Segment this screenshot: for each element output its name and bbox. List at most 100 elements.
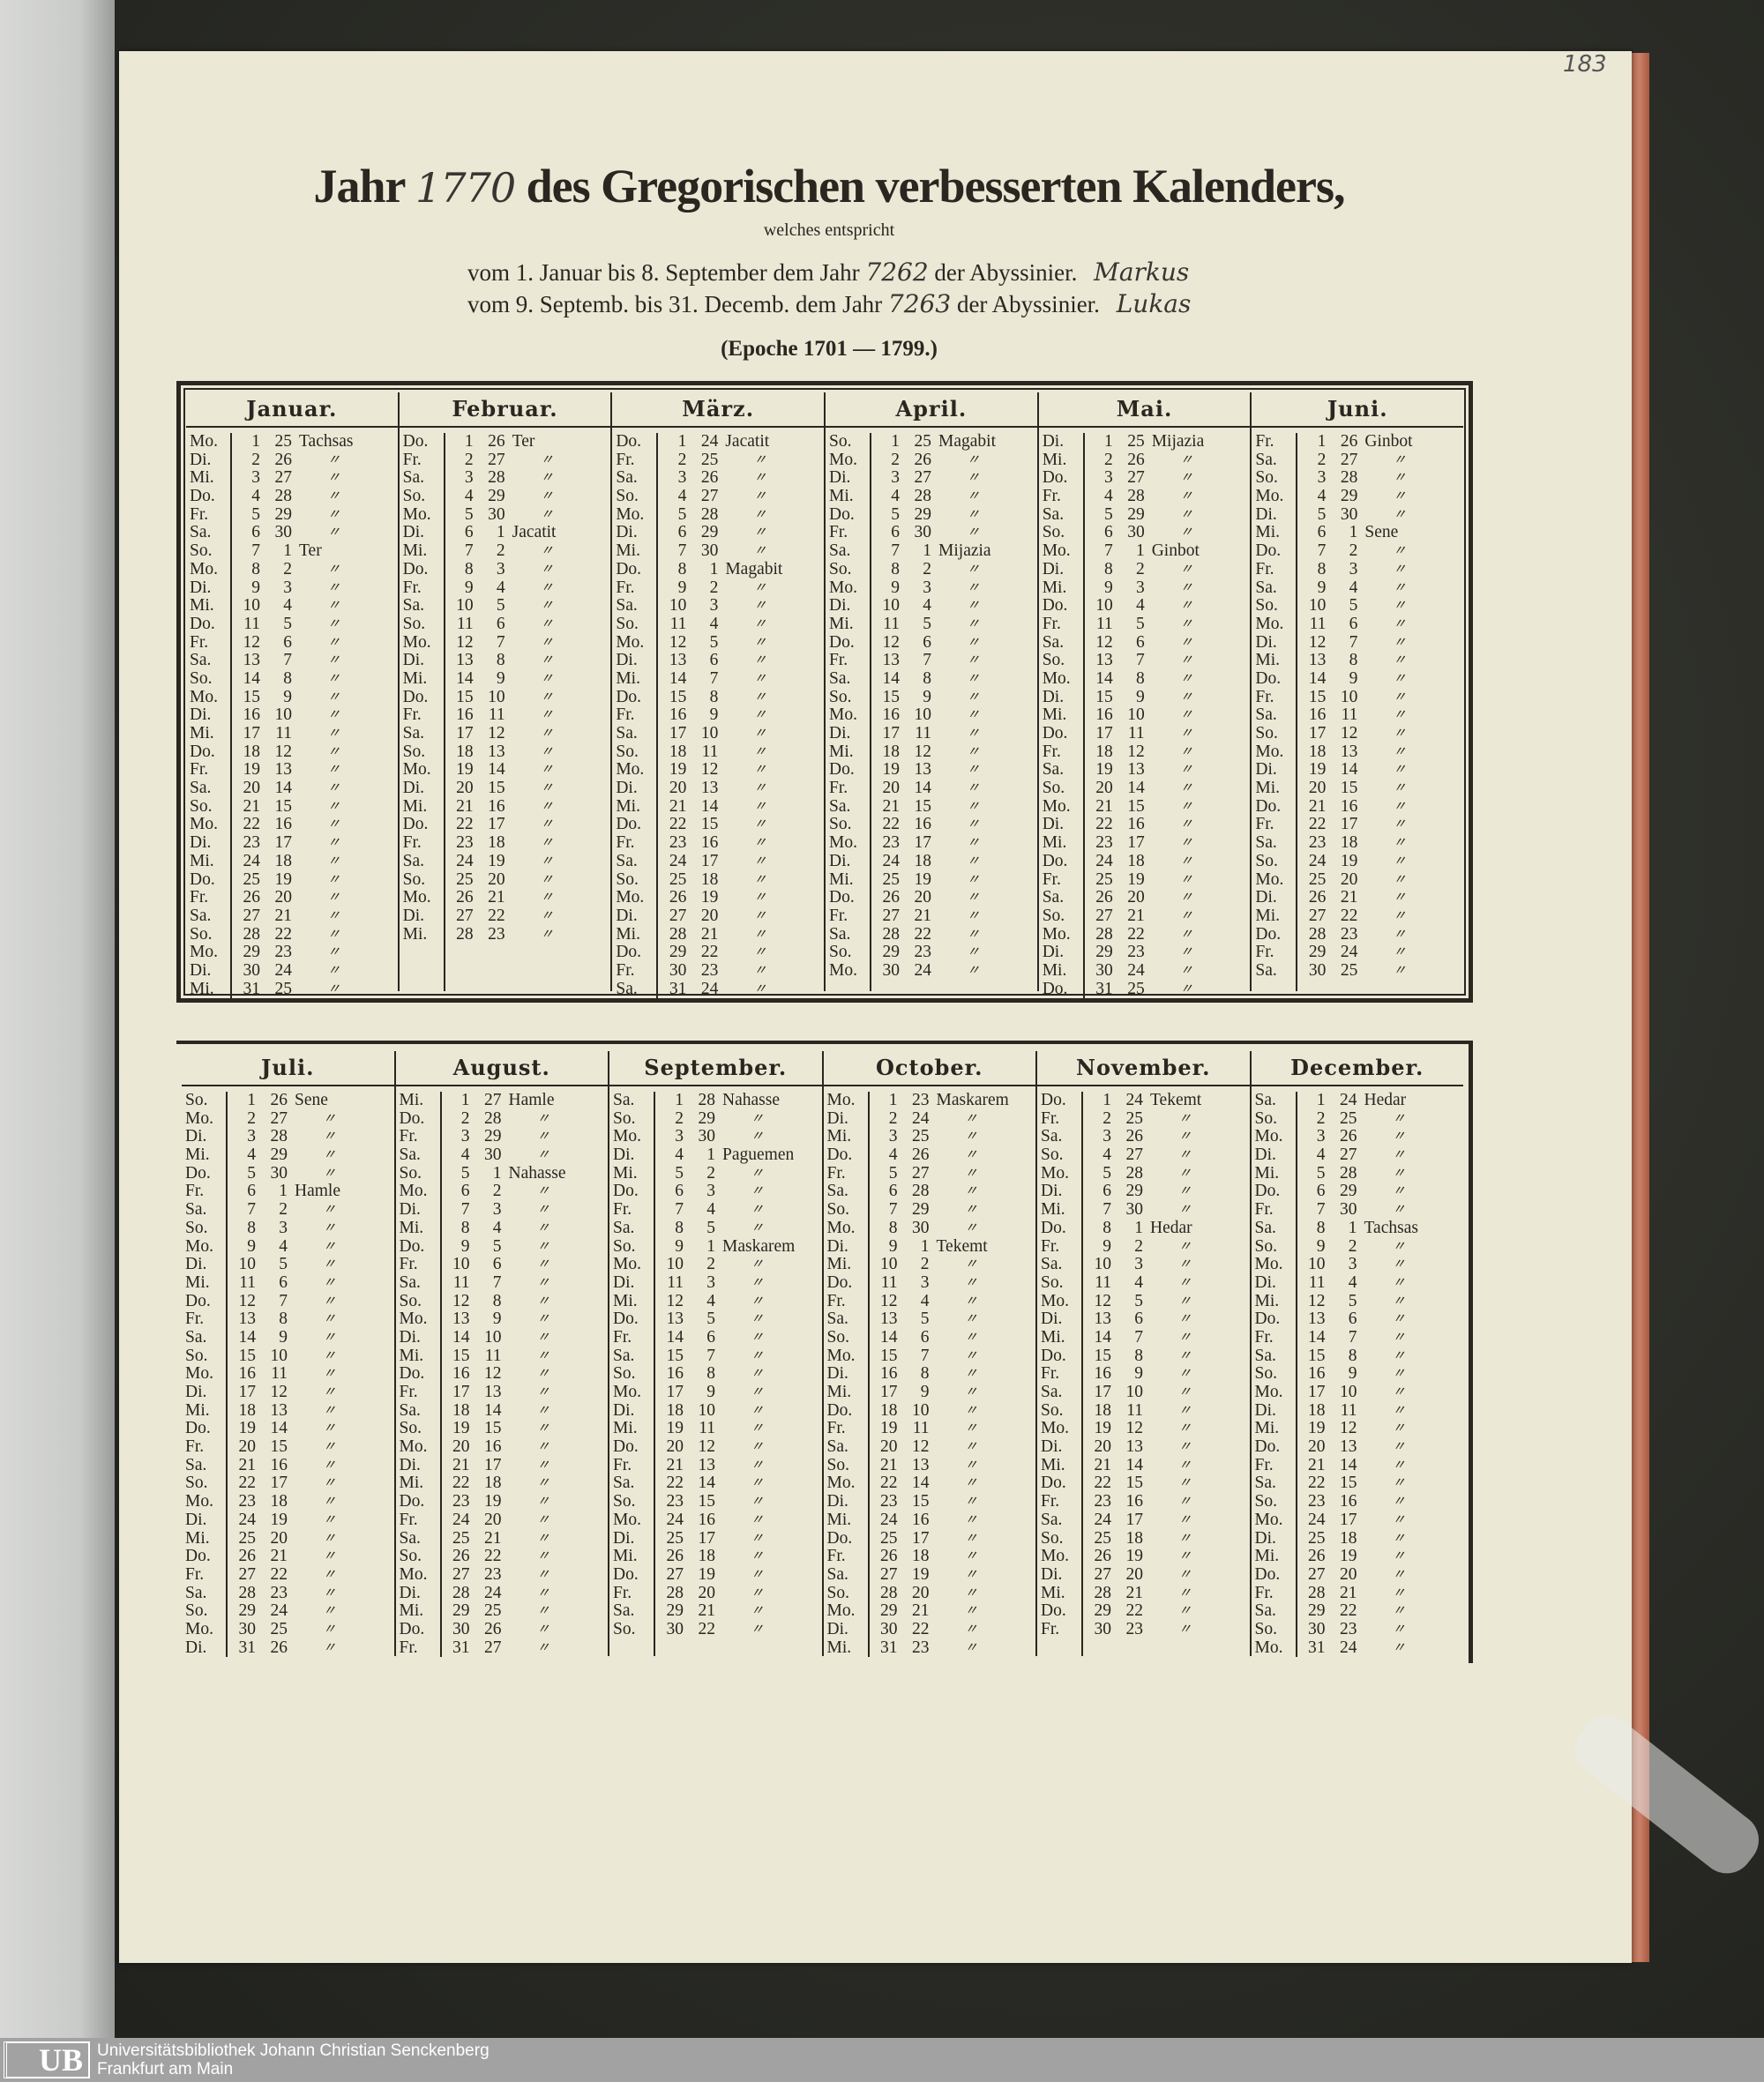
day-row: Di. 27 22 〃 [400, 907, 611, 926]
abyssinian-month: 〃 [1178, 1495, 1192, 1510]
gregorian-day: 27 [1308, 1564, 1326, 1584]
gregorian-day: 7 [460, 1200, 470, 1220]
abyssinian-month: 〃 [536, 1640, 550, 1655]
day-row: Mi. 29 25 〃 [396, 1602, 609, 1621]
abyssinian-month: 〃 [1392, 1440, 1406, 1455]
day-row: Mi. 11 5 〃 [826, 615, 1037, 634]
gregorian-day: 15 [452, 1346, 470, 1365]
weekday: So. [185, 1601, 208, 1621]
abyssinian-month: 〃 [323, 1330, 337, 1345]
abyssinian-day: 23 [484, 1564, 502, 1584]
day-row: Di. 12 7 〃 [1252, 633, 1463, 653]
abyssinian-month: 〃 [967, 872, 981, 887]
day-row: Do. 12 6 〃 [826, 633, 1037, 653]
weekday: Sa. [829, 668, 851, 688]
day-row: Mi. 21 16 〃 [400, 797, 611, 817]
day-row: Di. 4 27 〃 [1252, 1145, 1464, 1165]
range-post: der Abyssinier. [934, 259, 1078, 286]
day-row: Sa. 28 22 〃 [826, 925, 1037, 944]
weekday: So. [613, 1364, 636, 1384]
abyssinian-month: 〃 [327, 908, 341, 923]
weekday: Fr. [190, 632, 209, 652]
abyssinian-month: 〃 [753, 981, 767, 996]
handwritten-evangelist: Markus [1094, 257, 1190, 287]
gregorian-day: 12 [456, 632, 474, 652]
weekday: Fr. [1042, 614, 1061, 633]
day-row: Mo. 30 24 〃 [826, 961, 1037, 981]
weekday: Di. [1042, 815, 1065, 834]
gregorian-day: 10 [456, 596, 474, 616]
gregorian-day: 7 [888, 1200, 898, 1220]
abyssinian-day: 1 [923, 541, 932, 561]
weekday: Di. [402, 906, 425, 925]
day-row: Do. 29 22 〃 [612, 944, 824, 962]
day-row: Mi. 13 8 〃 [1252, 652, 1463, 670]
weekday: Di. [1255, 504, 1277, 524]
gregorian-day: 3 [677, 468, 687, 488]
abyssinian-month: 〃 [327, 599, 341, 614]
weekday: So. [399, 1163, 422, 1183]
gregorian-day: 18 [1308, 742, 1327, 761]
abyssinian-day: 20 [1125, 1564, 1144, 1584]
gregorian-day: 18 [1094, 1400, 1112, 1420]
abyssinian-day: 11 [275, 724, 292, 743]
weekday: So. [190, 668, 213, 688]
gregorian-day: 26 [666, 1547, 684, 1566]
gregorian-day: 23 [1308, 833, 1327, 853]
gregorian-day: 26 [238, 1547, 257, 1566]
gregorian-day: 12 [666, 1291, 684, 1310]
abyssinian-day: 22 [270, 1564, 288, 1584]
abyssinian-month: 〃 [1392, 1111, 1406, 1126]
gregorian-day: 28 [669, 924, 687, 944]
day-row: So. 24 19 〃 [1252, 851, 1463, 871]
day-row: So. 27 21 〃 [1039, 907, 1251, 926]
abyssinian-month: 〃 [964, 1312, 978, 1327]
abyssinian-month: 〃 [327, 872, 341, 887]
gregorian-day: 17 [1308, 1383, 1326, 1401]
day-row: Mo. 17 9 〃 [609, 1383, 822, 1402]
weekday: Sa. [829, 541, 851, 561]
day-row: Sa. 20 12 〃 [824, 1437, 1036, 1457]
weekday: Do. [1042, 596, 1068, 616]
abyssinian-month: 〃 [323, 1257, 337, 1272]
subtitle: welches entspricht [763, 220, 895, 240]
day-row: Fr. 23 18 〃 [400, 833, 611, 853]
abyssinian-month: 〃 [323, 1220, 337, 1235]
abyssinian-month: 〃 [967, 891, 981, 906]
abyssinian-month: 〃 [1178, 1476, 1192, 1491]
day-row: Mi. 7 30 〃 [1037, 1200, 1250, 1220]
abyssinian-day: 24 [1125, 1091, 1144, 1109]
abyssinian-day: 11 [488, 705, 505, 725]
day-row: Fr. 14 7 〃 [1252, 1328, 1464, 1347]
abyssinian-day: 26 [484, 1619, 502, 1638]
weekday: Di. [1041, 1437, 1063, 1457]
day-row: So. 9 1 Maskarem [609, 1237, 822, 1257]
weekday: Mo. [1254, 1638, 1283, 1657]
abyssinian-month: 〃 [536, 1567, 550, 1582]
day-row: So. 6 30 〃 [1039, 524, 1251, 542]
abyssinian-month: 〃 [753, 854, 767, 869]
weekday: So. [1255, 851, 1278, 870]
abyssinian-month: 〃 [1178, 1130, 1192, 1145]
day-row: Do. 26 21 〃 [182, 1547, 394, 1566]
abyssinian-month: 〃 [1179, 817, 1193, 832]
day-row: Do. 21 16 〃 [1252, 797, 1463, 817]
day-row: Mi. 10 2 〃 [824, 1255, 1036, 1274]
abyssinian-day: 29 [484, 1127, 502, 1146]
day-row: Sa. 4 30 〃 [396, 1145, 609, 1165]
abyssinian-month: 〃 [540, 471, 554, 486]
weekday: Mi. [185, 1528, 210, 1548]
abyssinian-month: 〃 [540, 817, 554, 832]
gregorian-day: 24 [243, 851, 261, 870]
abyssinian-day: 10 [270, 1346, 288, 1365]
weekday: Mi. [402, 924, 428, 944]
abyssinian-month: 〃 [323, 1640, 337, 1655]
abyssinian-day: 4 [496, 578, 505, 597]
abyssinian-day: 5 [1349, 596, 1358, 616]
day-row: So. 3 28 〃 [1252, 469, 1463, 488]
gregorian-day: 27 [456, 906, 474, 925]
weekday: Di. [613, 1272, 635, 1292]
day-row: Do. 1 26 Ter [400, 432, 611, 451]
gregorian-day: 13 [666, 1310, 684, 1329]
day-row: Sa. 25 21 〃 [396, 1529, 609, 1548]
